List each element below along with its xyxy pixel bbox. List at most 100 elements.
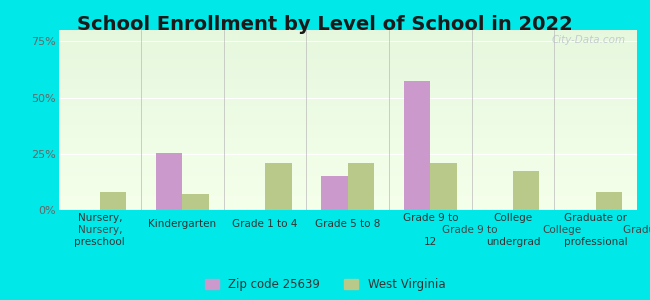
Bar [58, 138, 637, 140]
Bar [58, 70, 637, 71]
Text: Grade 9 to: Grade 9 to [402, 213, 458, 223]
Bar [58, 104, 637, 106]
Bar [265, 163, 292, 210]
Bar [321, 176, 348, 210]
Text: Grade 5 to 8: Grade 5 to 8 [315, 219, 380, 229]
Bar [58, 84, 637, 86]
Bar [58, 71, 637, 73]
Legend: Zip code 25639, West Virginia: Zip code 25639, West Virginia [205, 278, 445, 291]
Bar [58, 61, 637, 62]
Bar [58, 169, 637, 170]
Text: preschool: preschool [75, 237, 125, 247]
Bar [58, 133, 637, 134]
Text: professional: professional [564, 237, 627, 247]
Bar [58, 57, 637, 59]
Bar [58, 161, 637, 163]
Bar [58, 34, 637, 35]
Bar [58, 176, 637, 178]
Bar [58, 79, 637, 80]
Bar [58, 55, 637, 57]
Bar [58, 39, 637, 41]
Bar [58, 163, 637, 165]
Text: Nursery,: Nursery, [77, 213, 122, 223]
Bar [58, 37, 637, 39]
Bar [58, 118, 637, 120]
Bar [58, 143, 637, 145]
Bar [58, 151, 637, 152]
Text: School Enrollment by Level of School in 2022: School Enrollment by Level of School in … [77, 15, 573, 34]
Text: Kindergarten: Kindergarten [148, 219, 216, 229]
Bar [100, 192, 126, 210]
Bar [58, 190, 637, 192]
Bar [58, 142, 637, 143]
Bar [58, 203, 637, 205]
Bar [58, 73, 637, 75]
Bar [58, 95, 637, 97]
Bar [58, 59, 637, 61]
Bar [58, 201, 637, 203]
Text: Grade 1 to 4: Grade 1 to 4 [233, 219, 298, 229]
Bar [58, 134, 637, 136]
Text: Graduate or: Graduate or [564, 213, 627, 223]
Bar [58, 107, 637, 109]
Bar [58, 122, 637, 124]
Bar [58, 88, 637, 89]
Bar [58, 183, 637, 185]
Bar [404, 81, 430, 210]
Bar [58, 197, 637, 199]
Bar [58, 98, 637, 100]
Bar [58, 48, 637, 50]
Bar [58, 199, 637, 201]
Bar [58, 187, 637, 188]
Bar [58, 125, 637, 127]
Bar [58, 205, 637, 206]
Bar [58, 124, 637, 125]
Bar [58, 154, 637, 156]
Bar [58, 77, 637, 79]
Bar [58, 181, 637, 183]
Bar [58, 136, 637, 138]
Bar [58, 80, 637, 82]
Bar [58, 147, 637, 149]
Bar [58, 129, 637, 131]
Bar [58, 127, 637, 129]
Text: Grade 9 to: Grade 9 to [441, 225, 497, 235]
Bar [58, 111, 637, 113]
Bar [58, 93, 637, 95]
Bar [58, 89, 637, 91]
Bar [58, 165, 637, 167]
Bar [58, 160, 637, 161]
Bar [58, 140, 637, 142]
Bar [58, 35, 637, 37]
Bar [58, 82, 637, 84]
Bar [430, 163, 457, 210]
Bar [58, 102, 637, 104]
Bar [513, 171, 540, 210]
Bar [156, 153, 183, 210]
Bar [58, 41, 637, 43]
Bar [348, 163, 374, 210]
Bar [58, 43, 637, 44]
Bar [183, 194, 209, 210]
Bar [58, 172, 637, 174]
Bar [58, 62, 637, 64]
Bar [58, 32, 637, 34]
Text: undergrad: undergrad [486, 237, 540, 247]
Bar [58, 131, 637, 133]
Text: College: College [493, 213, 532, 223]
Bar [58, 30, 637, 32]
Bar [58, 208, 637, 210]
Bar [58, 113, 637, 115]
Bar [58, 106, 637, 107]
Bar [58, 64, 637, 66]
Bar [58, 158, 637, 160]
Bar [58, 116, 637, 118]
Text: City-Data.com: City-Data.com [551, 35, 625, 45]
Text: College: College [542, 225, 581, 235]
Text: Nursery,: Nursery, [77, 225, 122, 235]
Bar [58, 68, 637, 70]
Bar [58, 170, 637, 172]
Text: Graduate or: Graduate or [623, 225, 650, 235]
Bar [58, 156, 637, 158]
Bar [58, 109, 637, 111]
